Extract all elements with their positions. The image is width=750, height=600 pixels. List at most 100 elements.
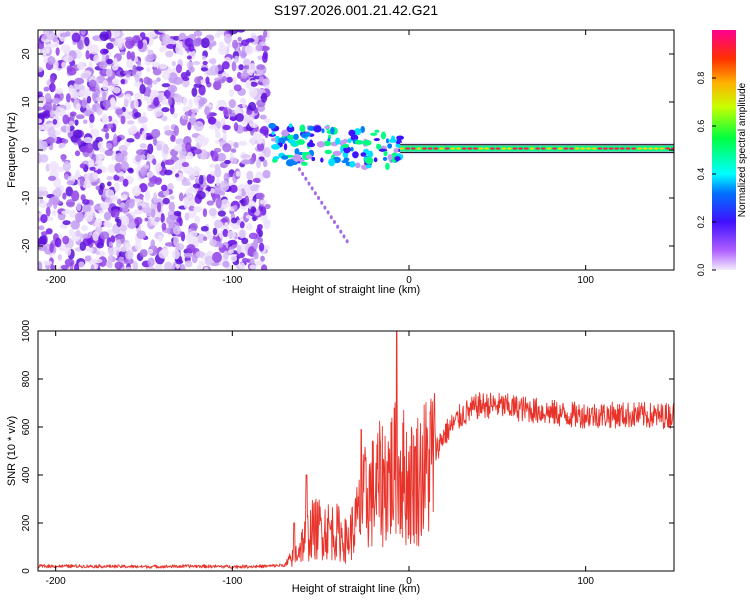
- spectrogram-noise-cell: [208, 207, 217, 217]
- spectrogram-noise-cell: [98, 250, 106, 257]
- spectrogram-transition-cell: [360, 152, 367, 157]
- spectrogram-noise-cell: [227, 249, 234, 254]
- spectrogram-noise-cell: [105, 142, 113, 150]
- spectrogram-transition-cell: [313, 125, 322, 133]
- spectrogram-noise-cell: [158, 93, 164, 103]
- spectrogram-noise-cell: [186, 244, 196, 253]
- spectrogram-noise-cell: [74, 77, 85, 85]
- spectrogram-streak-cell: [297, 167, 301, 172]
- spectrogram-noise-cell: [226, 43, 232, 48]
- spectrogram-noise-cell: [110, 235, 116, 243]
- spectrogram-noise-cell: [129, 198, 135, 204]
- spectrogram-noise-cell: [146, 171, 154, 178]
- spectrogram-noise-cell: [100, 201, 110, 210]
- spectrogram-noise-cell: [172, 112, 178, 119]
- spectrogram-noise-cell: [156, 77, 161, 82]
- spectrogram-noise-cell: [153, 192, 158, 204]
- spectrogram-noise-cell: [119, 224, 128, 232]
- spectrogram-noise-cell: [120, 246, 127, 253]
- spectrogram-streak-cell: [304, 176, 308, 181]
- spectrogram-noise-cell: [193, 148, 202, 155]
- spectrogram-noise-cell: [206, 200, 215, 206]
- spectrogram-noise-cell: [224, 221, 229, 231]
- spectrogram-noise-cell: [106, 58, 113, 65]
- spectrogram-signal-peak: [659, 147, 665, 150]
- spectrogram-noise-cell: [203, 266, 209, 270]
- spectrogram-noise-cell: [173, 94, 183, 103]
- spectrogram-noise-cell: [64, 258, 75, 267]
- spectrogram-transition-cell: [292, 143, 298, 147]
- spectrogram-noise-cell: [245, 79, 252, 90]
- spectrogram-noise-cell: [107, 254, 113, 264]
- spectrogram-noise-cell: [47, 55, 56, 65]
- spectrogram-noise-cell: [141, 130, 147, 141]
- spectrogram-transition-cell: [376, 143, 382, 150]
- spectrogram-noise-cell: [182, 76, 190, 82]
- snr-x-ticks: -200 -100 0 100: [46, 331, 594, 587]
- spectrogram-noise-cell: [114, 162, 123, 173]
- spectrogram-x-label: Height of straight line (km): [292, 284, 420, 296]
- spectrogram-noise-cell: [170, 86, 175, 98]
- spectrogram-noise-cell: [186, 151, 194, 160]
- spectrogram-noise-cell: [152, 68, 162, 76]
- snr-series-line: [38, 331, 674, 569]
- spectrogram-noise-cell: [152, 158, 157, 165]
- snr-y-tick-label: 0: [21, 568, 32, 574]
- spectrogram-signal-peak: [586, 147, 591, 150]
- spectrogram-noise-cell: [83, 119, 88, 124]
- spectrogram-noise-cell: [64, 31, 71, 37]
- spectrogram-noise-cell: [99, 182, 105, 190]
- spectrogram-noise-cell: [175, 138, 185, 145]
- spectrogram-transition-cell: [286, 125, 295, 133]
- spectrogram-noise-cell: [125, 36, 134, 41]
- spectrogram-noise-cell: [156, 143, 163, 152]
- spectrogram-noise-cell: [171, 60, 176, 67]
- spectrogram-noise-cell: [174, 173, 180, 178]
- spectrogram-noise-cell: [264, 203, 271, 210]
- spectrogram-x-tick-label: -100: [222, 275, 242, 286]
- spectrogram-noise-cell: [115, 108, 124, 116]
- spectrogram-transition-cell: [301, 151, 311, 156]
- colorbar-tick-label: 0.0: [696, 264, 706, 277]
- spectrogram-noise-cell: [189, 230, 198, 237]
- spectrogram-transition-cell: [367, 150, 374, 158]
- snr-frame: [37, 330, 675, 572]
- spectrogram-noise-cell: [204, 255, 214, 266]
- spectrogram-noise-cell: [92, 172, 99, 180]
- spectrogram-noise-cell: [221, 61, 230, 70]
- spectrogram-transition-cell: [311, 156, 316, 162]
- spectrogram-noise-cell: [248, 116, 253, 127]
- spectrogram-noise-cell: [74, 212, 84, 222]
- spectrogram-transition-cell: [324, 125, 331, 129]
- spectrogram-noise-cell: [82, 203, 92, 214]
- spectrogram-noise-cell: [99, 231, 110, 240]
- spectrogram-noise-cell: [144, 217, 149, 222]
- spectrogram-noise-cell: [234, 55, 240, 63]
- spectrogram-noise-cell: [197, 238, 204, 244]
- spectrogram-noise-cell: [102, 49, 109, 54]
- spectrogram-noise-cell: [242, 58, 251, 66]
- spectrogram-signal-peak: [518, 147, 524, 150]
- spectrogram-transition-cell: [328, 158, 336, 167]
- spectrogram-transition-cell: [394, 156, 401, 161]
- spectrogram-noise-cell: [203, 236, 208, 242]
- spectrogram-noise-cell: [231, 61, 237, 72]
- spectrogram-signal-peak: [427, 147, 433, 150]
- spectrogram-noise-cell: [94, 217, 103, 228]
- spectrogram-streak-cell: [336, 224, 340, 229]
- spectrogram-noise-cell: [106, 181, 112, 187]
- spectrogram-noise-cell: [59, 224, 68, 229]
- spectrogram-noise-cell: [134, 66, 144, 71]
- spectrogram-noise-cell: [68, 84, 74, 94]
- spectrogram-noise-cell: [186, 55, 192, 60]
- spectrogram-transition-cell: [281, 155, 289, 160]
- spectrogram-noise-cell: [167, 210, 174, 216]
- spectrogram-noise-cell: [188, 43, 195, 52]
- spectrogram-noise-cell: [113, 174, 120, 181]
- spectrogram-noise-cell: [71, 90, 80, 100]
- spectrogram-noise-cell: [240, 39, 250, 46]
- spectrogram-noise-cell: [88, 158, 95, 168]
- spectrogram-noise-cell: [69, 111, 77, 117]
- spectrogram-noise-cell: [49, 83, 56, 93]
